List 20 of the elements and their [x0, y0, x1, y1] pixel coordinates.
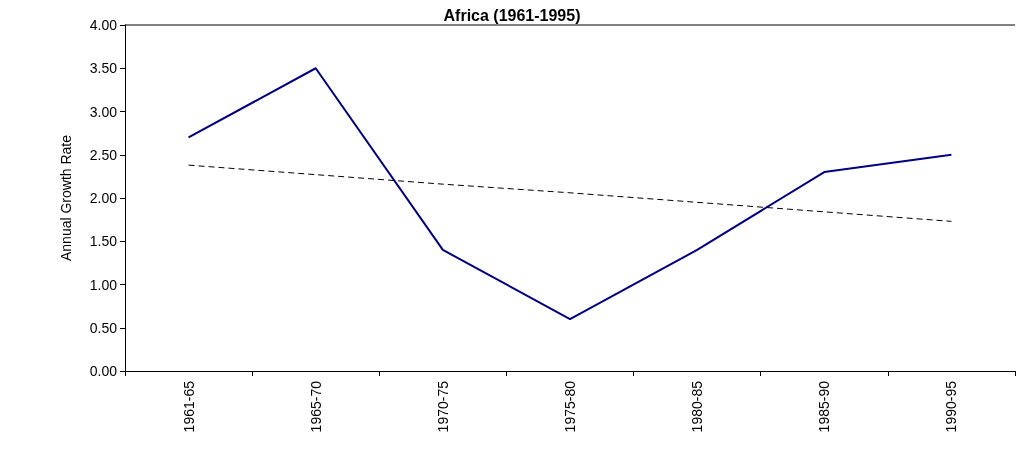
- y-tick-label: 2.50: [89, 146, 118, 163]
- chart-title: Africa (1961-1995): [443, 6, 581, 24]
- x-tick-label: 1961-65: [180, 380, 197, 433]
- line-series: [188, 164, 952, 222]
- y-tick-label: 4.00: [89, 17, 118, 33]
- y-tick-label: 1.00: [89, 276, 118, 293]
- y-tick-label: 0.00: [89, 363, 118, 379]
- x-tick-label: 1970-75: [434, 380, 451, 433]
- y-axis-title: Annual Growth Rate: [58, 134, 74, 262]
- x-tick-label: 1975-80: [562, 380, 578, 433]
- x-tick-label: 1980-85: [689, 380, 706, 433]
- y-tick-label: 0.50: [89, 319, 118, 336]
- y-tick-label: 3.50: [89, 60, 118, 77]
- y-tick-label: 2.00: [89, 190, 118, 206]
- line-series: [187, 67, 953, 321]
- x-tick-label: 1990-95: [943, 380, 960, 433]
- x-tick-label: 1985-90: [816, 380, 833, 433]
- y-tick-label: 1.50: [89, 233, 118, 250]
- x-tick-label: 1965-70: [307, 380, 324, 433]
- y-tick-label: 3.00: [89, 103, 118, 120]
